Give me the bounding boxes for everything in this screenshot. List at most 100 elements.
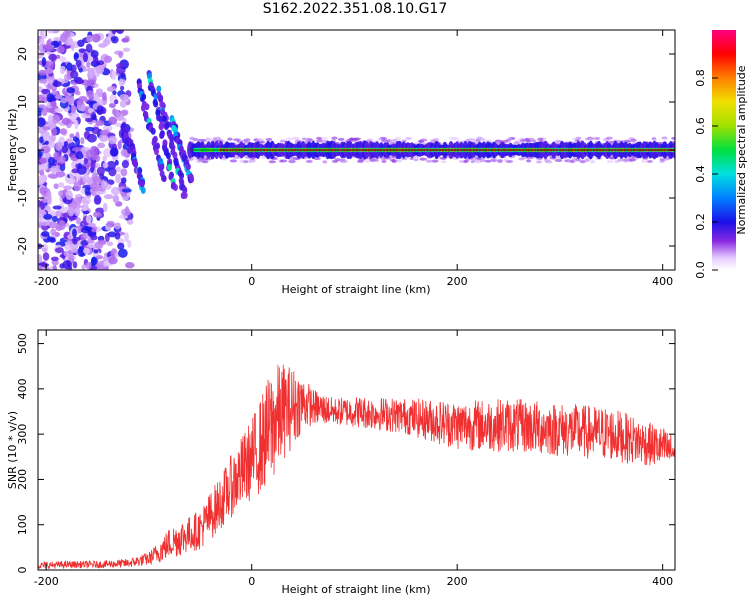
spectrogram-cell: [57, 190, 63, 197]
spec-ytick-label: 10: [16, 95, 29, 109]
spectrogram-cell: [49, 174, 59, 179]
spectrogram-cell: [126, 219, 134, 225]
spectrogram-cell: [93, 211, 102, 218]
spectrogram-cell: [595, 137, 600, 141]
spectrogram-cell: [127, 239, 132, 248]
spectrogram-cell: [44, 68, 52, 75]
spectrogram-cell: [110, 147, 119, 157]
spectrogram-cell: [66, 177, 76, 185]
page-title: S162.2022.351.08.10.G17: [262, 1, 448, 17]
spectrogram-cell: [54, 247, 64, 253]
spectrogram-cell: [374, 158, 379, 162]
spectrogram-cell: [496, 159, 504, 163]
spectrogram-cell: [50, 165, 59, 174]
spectrogram-cell: [331, 159, 339, 163]
spectrogram-cell: [90, 256, 98, 266]
spectrogram-cell: [57, 173, 64, 178]
spectrogram-cell: [87, 107, 94, 114]
spectrogram-cell: [207, 138, 214, 142]
spectrogram-cell: [133, 160, 139, 168]
spectrogram-cell: [76, 196, 82, 206]
spectrogram-cell: [112, 194, 120, 204]
spectrogram-cell: [63, 185, 73, 191]
spectrogram-cell: [38, 44, 43, 50]
spectrogram-cell: [238, 139, 244, 143]
spectrogram-cell: [55, 141, 63, 151]
spectrogram-cell: [364, 159, 371, 163]
spectrogram-cell: [115, 173, 122, 184]
spectrogram-cell: [229, 159, 238, 163]
spectrogram-cell: [41, 197, 48, 203]
spectrogram-cell: [51, 127, 58, 136]
spectrogram-cell: [78, 67, 83, 73]
spectrogram-cell: [170, 148, 176, 156]
spectrogram-cell: [156, 85, 162, 93]
spectrogram-cell: [53, 151, 60, 161]
spectrogram-cell: [59, 33, 68, 43]
colorbar-label: Normalized spectral amplitude: [735, 65, 748, 234]
spectrogram-cell: [139, 180, 145, 188]
spectrogram-cell: [279, 139, 287, 143]
snr-series-line: [38, 364, 675, 569]
spectrogram-cell: [102, 202, 108, 213]
spectrogram-cell: [99, 133, 109, 142]
spectrogram-cell: [90, 160, 96, 171]
spectrogram-cell: [292, 136, 300, 140]
spectrogram-cell: [114, 159, 119, 166]
spectrogram-cell: [159, 100, 165, 108]
spectrogram-cell: [320, 137, 329, 141]
spectrogram-cell: [165, 121, 171, 129]
spectrogram-cell: [41, 221, 50, 227]
spectrogram-cell: [179, 172, 185, 180]
spectrogram-cell: [42, 125, 51, 131]
spectrogram-cell: [537, 137, 544, 141]
spectrogram-cell: [85, 262, 92, 270]
spectrogram-cell: [95, 88, 104, 95]
spectrogram-cell: [106, 160, 117, 170]
spectrogram-cell: [285, 137, 293, 141]
spectrogram-cell: [122, 47, 131, 53]
spectrogram-cell: [221, 157, 227, 161]
spectrogram-cell: [44, 140, 49, 145]
spectrogram-cell: [396, 159, 402, 163]
spectrogram-cell: [671, 136, 675, 140]
spectrogram-cell: [288, 159, 295, 163]
spectrogram-cell: [120, 177, 127, 184]
spectrogram-cell: [39, 158, 47, 164]
spectrogram-cell: [136, 172, 142, 180]
spectrogram-cell: [322, 160, 328, 164]
spectrogram-cell: [152, 98, 158, 106]
spectrogram-cell: [232, 155, 241, 159]
spectrogram-cell: [478, 137, 486, 141]
snr-xlabel: Height of straight line (km): [281, 583, 430, 596]
spectrogram-cell: [86, 133, 97, 143]
spectrogram-cell: [102, 162, 109, 169]
snr-xtick-label: -200: [34, 575, 59, 588]
spectrogram-cell: [81, 113, 88, 119]
spectrogram-cell: [110, 36, 116, 42]
spectrogram-cell: [88, 70, 94, 79]
spectrogram-cell: [86, 80, 94, 88]
spectrogram-cell: [51, 215, 58, 223]
spectrogram-cell: [315, 136, 322, 140]
spectrogram-cell: [291, 156, 296, 160]
spectrogram-cell: [76, 77, 83, 85]
spectrogram-cell: [646, 159, 653, 163]
spectrogram-cell: [640, 159, 648, 163]
spectrogram-cell: [72, 238, 78, 245]
spectrogram-cell: [73, 53, 79, 59]
spectrogram-cell: [59, 56, 67, 63]
spectrogram-cell: [83, 52, 89, 63]
spectrogram-cell: [86, 90, 95, 99]
spectrogram-cell: [661, 136, 668, 140]
spectrogram-cell: [45, 266, 50, 270]
spectrogram-cell: [84, 117, 94, 123]
spectrogram-cell: [78, 48, 87, 53]
spec-ytick-label: 0: [16, 147, 29, 154]
spectrogram-cell: [42, 252, 50, 261]
spectrogram-cell: [161, 115, 167, 123]
spectrogram-cell: [121, 160, 130, 169]
spectrogram-cell: [58, 182, 65, 188]
spectrogram-cell: [629, 158, 637, 162]
spectrogram-cell: [73, 181, 82, 192]
